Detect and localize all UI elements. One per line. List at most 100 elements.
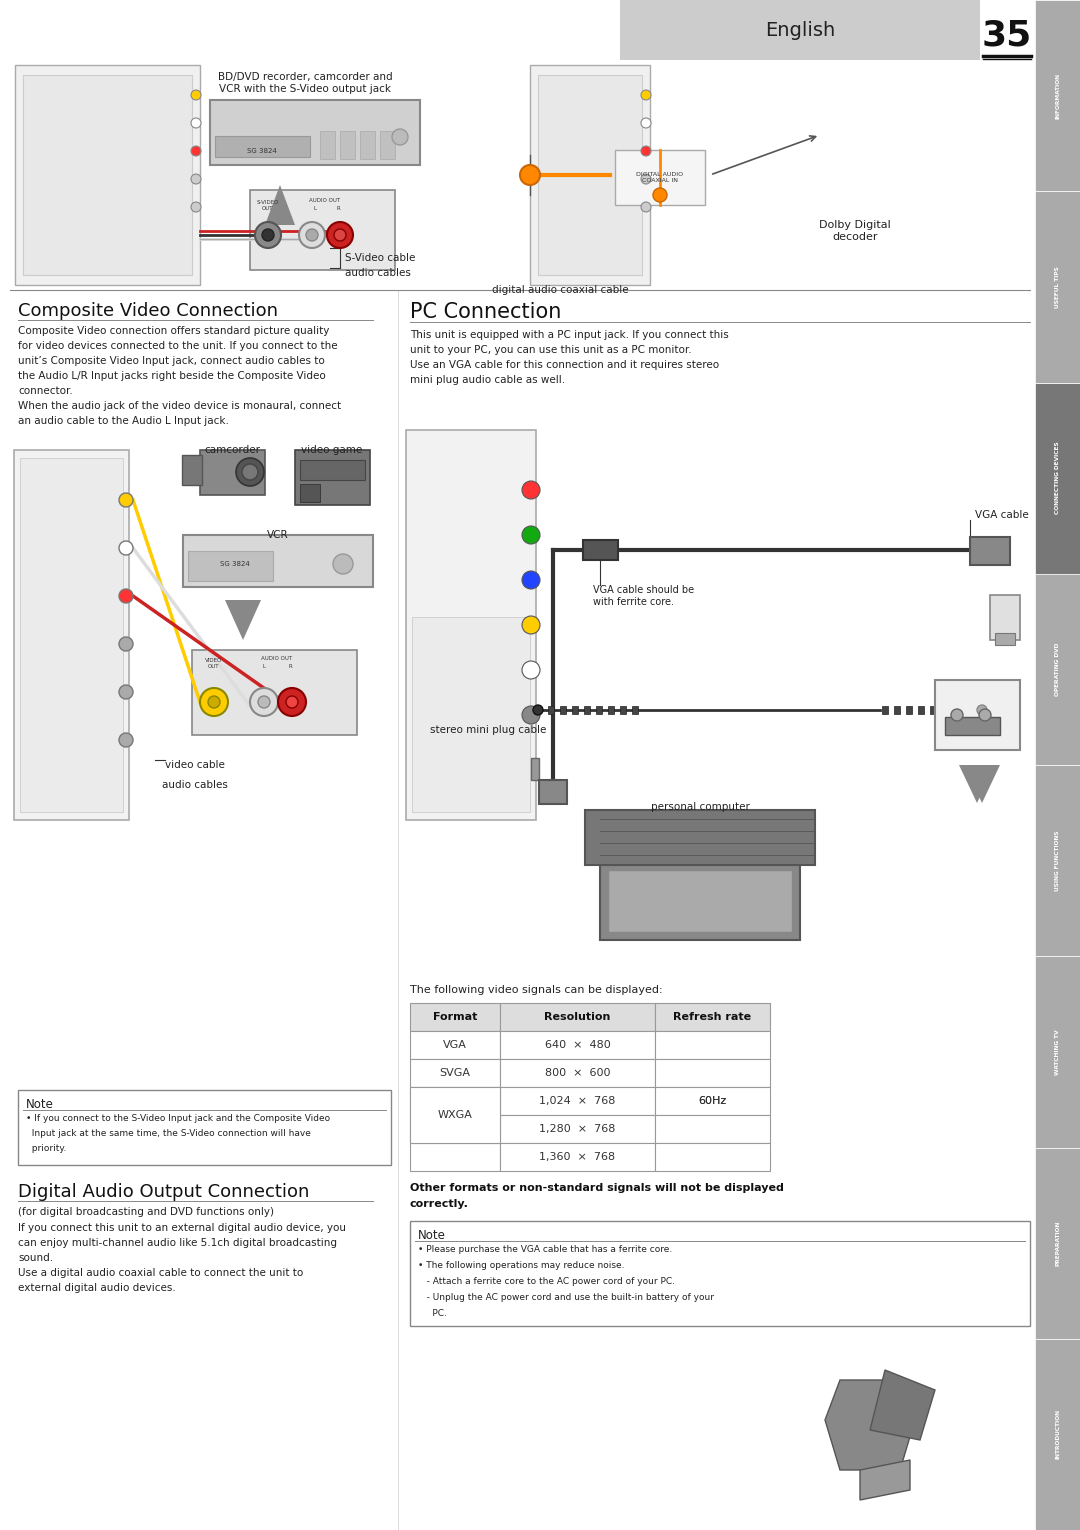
Text: The following video signals can be displayed:: The following video signals can be displ… [410,985,663,995]
Text: - Unplug the AC power cord and use the built-in battery of your: - Unplug the AC power cord and use the b… [418,1293,714,1302]
Circle shape [978,708,991,721]
Bar [572,705,578,715]
Text: correctly.: correctly. [410,1200,469,1209]
Text: Composite Video connection offers standard picture quality: Composite Video connection offers standa… [18,326,329,337]
Circle shape [119,636,133,650]
Polygon shape [860,1460,910,1499]
Bar [600,861,800,939]
Text: VGA: VGA [443,1040,467,1050]
Circle shape [642,118,651,129]
Text: VGA cable should be
with ferrite core.: VGA cable should be with ferrite core. [593,584,694,606]
Text: Other formats or non-standard signals will not be displayed: Other formats or non-standard signals wi… [410,1183,784,1193]
Bar [410,1059,500,1086]
Bar [1035,765,1080,956]
Bar [1035,382,1080,574]
Circle shape [200,688,228,716]
Text: for video devices connected to the unit. If you connect to the: for video devices connected to the unit.… [18,341,338,350]
Text: Resolution: Resolution [544,1011,610,1022]
Text: S-Video cable: S-Video cable [345,252,416,263]
Bar [538,75,642,275]
Text: unit’s Composite Video Input jack, connect audio cables to: unit’s Composite Video Input jack, conne… [18,356,325,366]
Circle shape [237,457,264,487]
Bar [500,1004,654,1031]
Bar [410,1031,500,1059]
Text: 800  ×  600: 800 × 600 [544,1068,610,1079]
Circle shape [951,708,963,721]
Bar [14,450,129,820]
Bar [539,780,567,803]
Text: Use an VGA cable for this connection and it requires stereo: Use an VGA cable for this connection and… [410,360,719,370]
Text: - Attach a ferrite core to the AC power cord of your PC.: - Attach a ferrite core to the AC power … [418,1278,675,1287]
Text: 1,280  ×  768: 1,280 × 768 [539,1125,616,1134]
Text: can enjoy multi-channel audio like 5.1ch digital broadcasting: can enjoy multi-channel audio like 5.1ch… [18,1238,337,1248]
Circle shape [642,202,651,213]
Text: Note: Note [418,1229,446,1242]
Text: PC.: PC. [418,1310,447,1317]
Bar [620,705,626,715]
Bar [942,705,948,715]
Polygon shape [964,765,1000,803]
Text: • Please purchase the VGA cable that has a ferrite core.: • Please purchase the VGA cable that has… [418,1245,672,1255]
Bar [654,1059,770,1086]
Text: • If you connect to the S-Video Input jack and the Composite Video: • If you connect to the S-Video Input ja… [26,1114,330,1123]
Bar [210,99,420,165]
Text: This unit is equipped with a PC input jack. If you connect this: This unit is equipped with a PC input ja… [410,330,729,340]
Text: video game: video game [301,445,363,454]
Text: external digital audio devices.: external digital audio devices. [18,1284,176,1293]
Circle shape [642,145,651,156]
Circle shape [258,696,270,708]
Text: SVGA: SVGA [440,1068,471,1079]
Polygon shape [825,1380,915,1470]
Text: 35: 35 [982,18,1032,52]
Text: stereo mini plug cable: stereo mini plug cable [430,725,546,734]
Bar [548,705,554,715]
Circle shape [249,688,278,716]
Text: Format: Format [433,1011,477,1022]
Text: AUDIO OUT: AUDIO OUT [261,656,293,661]
Circle shape [278,688,306,716]
Bar [561,705,566,715]
Bar [215,136,310,158]
Circle shape [392,129,408,145]
Bar [632,705,638,715]
Bar [500,1031,654,1059]
Text: PREPARATION: PREPARATION [1055,1221,1059,1265]
Bar [340,132,355,159]
Bar [320,132,335,159]
Text: audio cables: audio cables [345,268,410,278]
Text: WXGA: WXGA [437,1125,472,1134]
Bar [620,0,980,60]
Circle shape [522,571,540,589]
Bar [295,450,370,505]
Text: R: R [288,664,292,669]
Bar [954,705,960,715]
Text: VGA cable: VGA cable [975,509,1029,520]
Text: CONNECTING DEVICES: CONNECTING DEVICES [1055,442,1059,514]
Bar [995,633,1015,646]
Circle shape [255,222,281,248]
Bar [300,483,320,502]
Text: • The following operations may reduce noise.: • The following operations may reduce no… [418,1261,624,1270]
Circle shape [306,230,318,242]
Polygon shape [225,600,261,640]
Circle shape [327,222,353,248]
Text: SG 3824: SG 3824 [247,148,276,155]
Text: mini plug audio cable as well.: mini plug audio cable as well. [410,375,565,386]
Polygon shape [265,185,295,225]
Bar [500,1086,654,1115]
Bar [1035,191,1080,382]
Bar [188,551,273,581]
Bar [18,1089,391,1164]
Text: priority.: priority. [26,1144,66,1154]
Text: audio cables: audio cables [162,780,228,789]
Bar [1035,1339,1080,1530]
Text: (for digital broadcasting and DVD functions only): (for digital broadcasting and DVD functi… [18,1207,274,1216]
Text: 1,360  ×  768: 1,360 × 768 [539,1152,616,1161]
Text: the Audio L/R Input jacks right beside the Composite Video: the Audio L/R Input jacks right beside t… [18,370,326,381]
Circle shape [519,165,540,185]
Bar [531,757,539,780]
Bar [410,1086,500,1143]
Bar [410,1004,500,1031]
Text: Use a digital audio coaxial cable to connect the unit to: Use a digital audio coaxial cable to con… [18,1268,303,1278]
Bar [380,132,395,159]
